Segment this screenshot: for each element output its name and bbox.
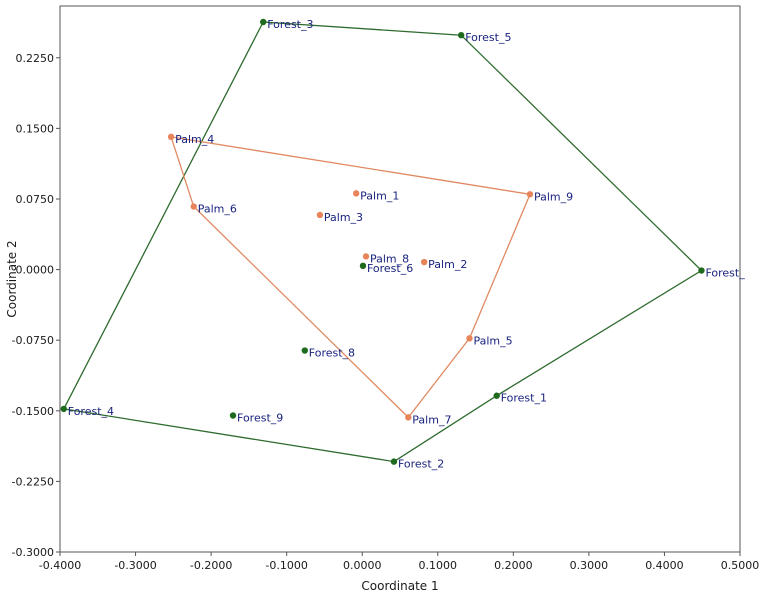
data-point [190, 203, 197, 210]
point-label: Palm_3 [324, 211, 363, 224]
point-label: Palm_9 [534, 190, 573, 203]
point-label: Forest_6 [367, 262, 413, 275]
x-axis-label: Coordinate 1 [361, 579, 438, 593]
data-point [301, 347, 308, 354]
point-label: Palm_4 [175, 133, 214, 146]
x-tick-label: 0.3000 [570, 559, 609, 572]
data-point [420, 258, 428, 266]
data-point [405, 414, 412, 421]
data-point [167, 133, 175, 141]
y-tick-label: -0.3000 [12, 546, 54, 559]
y-tick-label: -0.0750 [12, 334, 54, 347]
x-axis: -0.4000 -0.3000 -0.2000 -0.1000 0.0000 0.1000… [39, 552, 759, 572]
plot-frame [59, 5, 741, 553]
y-tick-label: -0.2250 [12, 475, 54, 488]
y-axis: -0.3000 -0.2250 -0.1500 -0.0750 0.0000 0.0750… [12, 52, 60, 559]
point-label: Palm_7 [412, 413, 451, 426]
y-tick-label: 0.0750 [16, 193, 55, 206]
x-tick-label: 0.2000 [494, 559, 533, 572]
data-point [526, 191, 534, 198]
x-tick-label: 0.4000 [645, 559, 684, 572]
hulls-layer [62, 21, 703, 463]
x-tick-label: -0.2000 [190, 559, 232, 572]
point-label: Forest_1 [501, 392, 547, 405]
data-point [352, 190, 360, 197]
data-point [698, 267, 705, 274]
y-tick-label: 0.0000 [16, 264, 55, 277]
convex-hull [62, 21, 703, 463]
data-point [458, 31, 465, 39]
y-tick-label: -0.1500 [12, 405, 54, 418]
point-label: Palm_6 [198, 203, 237, 216]
data-point [390, 458, 398, 465]
point-label: Palm_1 [360, 189, 399, 202]
x-tick-label: -0.1000 [265, 559, 307, 572]
data-point [362, 253, 370, 260]
data-point [466, 335, 473, 342]
point-label: Forest_2 [398, 458, 444, 471]
data-point [493, 392, 500, 399]
data-point [316, 211, 324, 219]
convex-hull [170, 136, 531, 419]
y-tick-label: 0.2250 [16, 52, 55, 65]
point-label: Palm_2 [428, 258, 467, 271]
point-label: Forest_4 [68, 405, 114, 418]
points-layer: Forest_3 Forest_5 Forest_ Forest_1 Forest_2 F… [60, 18, 745, 471]
y-tick-label: 0.1500 [16, 122, 55, 135]
point-label: Palm_8 [370, 252, 409, 265]
x-tick-label: 0.1000 [419, 559, 458, 572]
point-label: Forest_8 [309, 347, 355, 360]
point-label: Palm_5 [474, 334, 513, 347]
x-tick-label: 0.5000 [721, 559, 760, 572]
data-point [359, 262, 367, 270]
data-point [229, 412, 237, 419]
data-point [60, 405, 67, 413]
y-axis-label: Coordinate 2 [5, 240, 19, 317]
x-tick-label: -0.3000 [114, 559, 156, 572]
x-tick-label: 0.0000 [343, 559, 382, 572]
point-label: Forest_5 [465, 31, 511, 44]
point-label: Forest_ [705, 267, 745, 280]
point-label: Forest_3 [267, 18, 313, 31]
x-tick-label: -0.4000 [39, 559, 81, 572]
point-label: Forest_9 [237, 412, 283, 425]
data-point [260, 18, 267, 26]
